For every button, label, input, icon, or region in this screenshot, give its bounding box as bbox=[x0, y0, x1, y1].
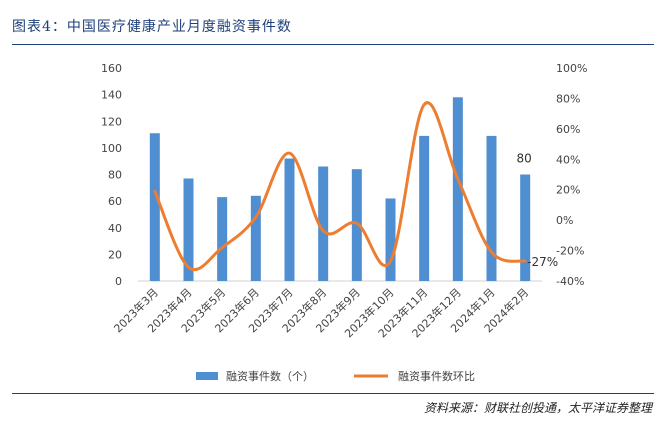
annotations: 80 -27% bbox=[517, 152, 559, 270]
right-tick-label: 0% bbox=[556, 214, 573, 227]
bar bbox=[149, 133, 160, 281]
left-tick-label: 20 bbox=[108, 248, 122, 261]
bar bbox=[318, 166, 329, 281]
left-axis: 0 20 40 60 80 100 120 140 160 bbox=[101, 62, 542, 288]
line-path bbox=[153, 101, 527, 271]
right-tick-label: 100% bbox=[556, 62, 587, 75]
bar bbox=[419, 135, 430, 281]
bar bbox=[520, 174, 531, 281]
bar bbox=[385, 198, 396, 281]
line-series bbox=[153, 101, 527, 271]
left-tick-label: 0 bbox=[115, 275, 122, 288]
left-tick-label: 160 bbox=[101, 62, 122, 75]
legend: 融资事件数（个） 融资事件数环比 bbox=[196, 370, 475, 383]
bar bbox=[452, 97, 463, 281]
bar bbox=[183, 178, 194, 281]
bar bbox=[217, 197, 228, 281]
legend-label-line: 融资事件数环比 bbox=[398, 370, 475, 383]
legend-label-bars: 融资事件数（个） bbox=[226, 370, 314, 383]
bottom-rule bbox=[12, 393, 654, 394]
bar-data-label: 80 bbox=[517, 152, 532, 166]
bar bbox=[351, 169, 362, 281]
right-tick-label: -40% bbox=[556, 275, 584, 288]
right-tick-label: 80% bbox=[556, 92, 580, 105]
legend-swatch-bars bbox=[196, 372, 218, 380]
bar-series bbox=[149, 97, 531, 281]
left-tick-label: 140 bbox=[101, 89, 122, 102]
bar bbox=[486, 135, 497, 281]
right-axis: -40% -20% 0% 20% 40% 60% 80% 100% bbox=[556, 62, 587, 288]
right-tick-label: -20% bbox=[556, 245, 584, 258]
source-note: 资料来源：财联社创投通，太平洋证券整理 bbox=[423, 401, 652, 415]
bar bbox=[284, 158, 295, 281]
left-tick-label: 40 bbox=[108, 222, 122, 235]
bar bbox=[250, 195, 261, 281]
x-axis-ticks: 2023年3月2023年4月2023年5月2023年6月2023年7月2023年… bbox=[111, 285, 532, 340]
left-tick-label: 60 bbox=[108, 195, 122, 208]
figure-title: 图表4：中国医疗健康产业月度融资事件数 bbox=[12, 19, 292, 35]
line-data-label: -27% bbox=[527, 255, 558, 269]
right-tick-label: 60% bbox=[556, 123, 580, 136]
left-tick-label: 120 bbox=[101, 115, 122, 128]
left-tick-label: 80 bbox=[108, 169, 122, 182]
right-tick-label: 40% bbox=[556, 153, 580, 166]
right-tick-label: 20% bbox=[556, 184, 580, 197]
title-rule bbox=[12, 44, 654, 45]
left-tick-label: 100 bbox=[101, 142, 122, 155]
